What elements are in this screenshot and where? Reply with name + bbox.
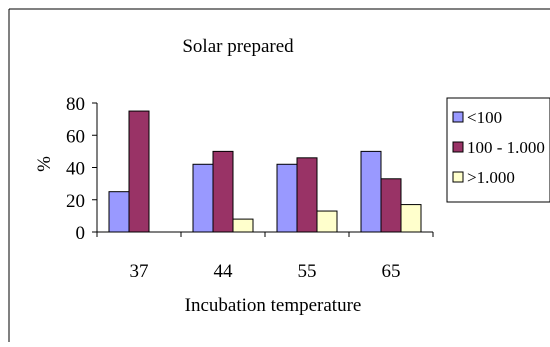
bar (108, 191, 130, 233)
plot-area: 0 20 40 60 80 37 44 55 65 (66, 94, 434, 282)
y-tick-label: 80 (66, 94, 85, 115)
bar (192, 163, 214, 233)
bar (212, 150, 234, 233)
x-tick-label: 55 (298, 261, 317, 282)
legend-label: >1.000 (467, 168, 515, 187)
y-tick-label: 0 (76, 223, 86, 244)
bar (296, 157, 318, 233)
y-axis-label: % (34, 156, 55, 172)
x-tick-label: 65 (382, 261, 401, 282)
legend-label: <100 (467, 108, 502, 127)
x-axis-label: Incubation temperature (185, 295, 362, 316)
legend-label: 100 - 1.000 (467, 138, 545, 157)
legend-box (446, 97, 550, 203)
legend-swatch (452, 171, 464, 183)
legend-swatch (452, 141, 464, 153)
y-tick-label: 60 (66, 126, 85, 147)
bar (360, 150, 382, 233)
bar (276, 163, 298, 233)
legend-swatch (452, 111, 464, 123)
y-tick-label: 40 (66, 159, 85, 180)
bar (232, 218, 254, 233)
bar (400, 204, 422, 233)
bar (316, 210, 338, 233)
bar (380, 178, 402, 233)
legend: <100 100 - 1.000 >1.000 (446, 97, 550, 203)
x-tick-label: 44 (214, 261, 234, 282)
bar (128, 110, 150, 233)
x-tick-label: 37 (130, 261, 149, 282)
y-tick-label: 20 (66, 191, 85, 212)
chart-title: Solar prepared (182, 36, 294, 57)
